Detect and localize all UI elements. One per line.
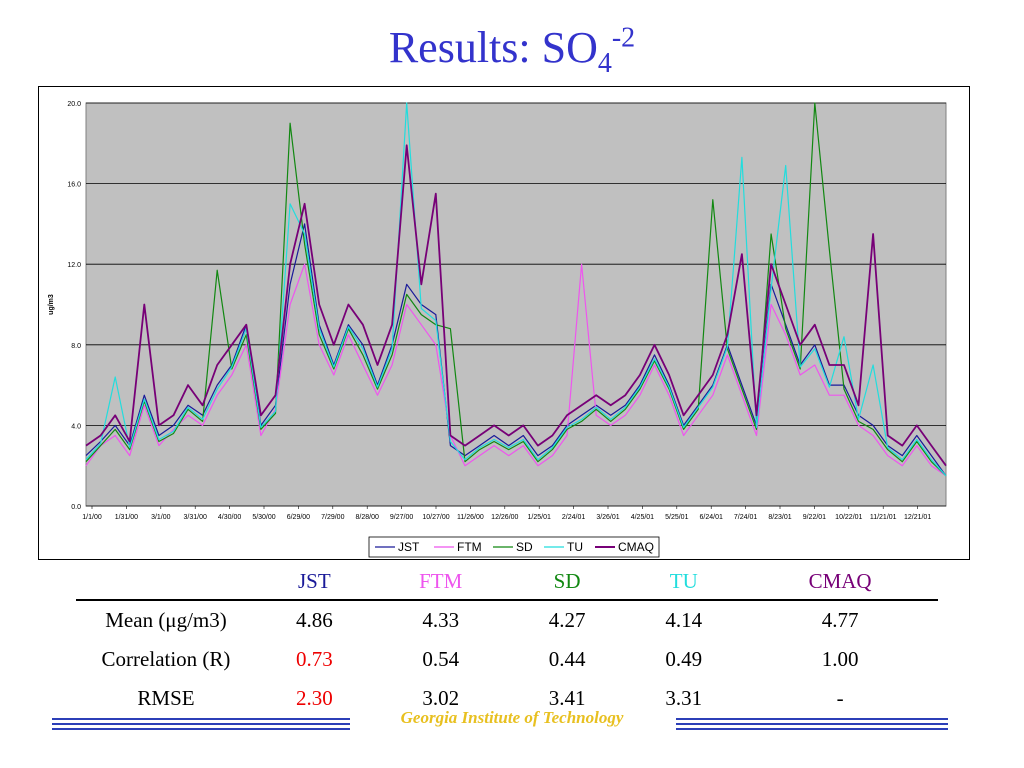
x-tick-label: 10/27/00 xyxy=(422,514,449,521)
row-label: Mean (μg/m3) xyxy=(105,608,227,632)
title-main: Results: SO xyxy=(388,23,598,72)
table-row-mean: Mean (μg/m3) 4.86 4.33 4.27 4.14 4.77 xyxy=(76,600,938,640)
y-axis-label: ug/m3 xyxy=(48,294,55,315)
legend-label-cmaq: CMAQ xyxy=(618,540,654,554)
chart-frame: 0.0 4.0 8.0 12.0 16.0 20.0 ug/m3 1/1/00 1/31/00 3… xyxy=(38,86,970,560)
row-label: RMSE xyxy=(137,686,195,710)
x-tick-label: 4/25/01 xyxy=(631,514,654,521)
x-tick-label: 9/22/01 xyxy=(803,514,826,521)
legend-label-jst: JST xyxy=(398,540,420,554)
plot-area xyxy=(85,102,947,507)
legend-label-sd: SD xyxy=(516,540,533,554)
x-tick-label: 6/24/01 xyxy=(700,514,723,521)
title-subscript: 4 xyxy=(597,47,612,79)
x-tick-label: 9/27/00 xyxy=(390,514,413,521)
table-cell-highlight: 2.30 xyxy=(295,686,333,710)
footer-rule-left xyxy=(52,718,350,732)
x-tick-label: 2/24/01 xyxy=(562,514,585,521)
legend-label-ftm: FTM xyxy=(457,540,482,554)
x-tick-label: 12/26/00 xyxy=(491,514,518,521)
x-tick-label: 3/26/01 xyxy=(596,514,619,521)
x-tick-label: 7/29/00 xyxy=(321,514,344,521)
x-tick-label: 3/31/00 xyxy=(184,514,207,521)
x-tick-label: 1/25/01 xyxy=(528,514,551,521)
legend-label-tu: TU xyxy=(567,540,583,554)
x-tick-label: 11/21/01 xyxy=(870,514,897,521)
table-cell: 3.31 xyxy=(665,686,703,710)
y-tick-label: 16.0 xyxy=(67,182,81,189)
series-line-tu xyxy=(85,102,947,477)
table-cell-highlight: 0.73 xyxy=(295,647,333,671)
title-superscript: -2 xyxy=(611,22,636,54)
header-tu: TU xyxy=(625,563,743,601)
table-row-correlation: Correlation (R) 0.73 0.54 0.44 0.49 1.00 xyxy=(76,640,938,679)
series-line-jst xyxy=(85,223,947,477)
table-cell: 3.41 xyxy=(548,686,586,710)
x-tick-label: 11/26/00 xyxy=(457,514,484,521)
y-tick-label: 20.0 xyxy=(67,101,81,108)
table-cell: 1.00 xyxy=(821,647,859,671)
row-label: Correlation (R) xyxy=(101,647,231,671)
statistics-table: JST FTM SD TU CMAQ Mean (μg/m3) 4.86 4.3… xyxy=(76,563,938,718)
header-jst: JST xyxy=(256,563,373,601)
x-tick-label: 5/30/00 xyxy=(252,514,275,521)
table-cell: 0.49 xyxy=(665,647,703,671)
table-row-rmse: RMSE 2.30 3.02 3.41 3.31 - xyxy=(76,679,938,718)
x-tick-label: 7/24/01 xyxy=(734,514,757,521)
table-cell: 4.27 xyxy=(548,608,586,632)
x-tick-label: 3/1/00 xyxy=(151,514,171,521)
table-cell: 4.86 xyxy=(295,608,333,632)
header-sd: SD xyxy=(508,563,626,601)
x-tick-label: 4/30/00 xyxy=(218,514,241,521)
y-tick-label: 8.0 xyxy=(71,343,81,350)
table-cell: 0.54 xyxy=(422,647,460,671)
x-tick-label: 10/22/01 xyxy=(835,514,862,521)
slide-title: Results: SO4-2 xyxy=(0,22,1024,80)
header-cmaq: CMAQ xyxy=(742,563,938,601)
x-tick-label: 8/28/00 xyxy=(356,514,379,521)
y-tick-label: 0.0 xyxy=(71,504,81,511)
header-ftm: FTM xyxy=(372,563,509,601)
table-cell: 0.44 xyxy=(548,647,586,671)
x-tick-label: 5/25/01 xyxy=(665,514,688,521)
table-cell: 4.14 xyxy=(665,608,703,632)
x-tick-label: 1/1/00 xyxy=(82,514,102,521)
table-cell: 4.77 xyxy=(821,608,859,632)
table-cell: 3.02 xyxy=(422,686,460,710)
table-corner xyxy=(76,563,256,601)
series-line-cmaq xyxy=(85,144,947,467)
table-header-row: JST FTM SD TU CMAQ xyxy=(76,563,938,601)
x-tick-label: 8/23/01 xyxy=(768,514,791,521)
series-line-ftm xyxy=(85,263,947,477)
footer-institution: Georgia Institute of Technology xyxy=(400,708,624,727)
x-tick-label: 12/21/01 xyxy=(904,514,931,521)
footer-rule-right xyxy=(676,718,948,732)
table-cell: 4.33 xyxy=(422,608,460,632)
y-tick-label: 4.0 xyxy=(71,423,81,430)
table-cell: - xyxy=(836,686,844,710)
series-line-sd xyxy=(85,102,947,477)
legend-box xyxy=(368,536,660,558)
x-tick-label: 6/29/00 xyxy=(287,514,310,521)
time-series-chart: 0.0 4.0 8.0 12.0 16.0 20.0 ug/m3 1/1/00 1/31/00 3… xyxy=(48,101,947,558)
x-tick-label: 1/31/00 xyxy=(115,514,138,521)
y-tick-label: 12.0 xyxy=(67,262,81,269)
